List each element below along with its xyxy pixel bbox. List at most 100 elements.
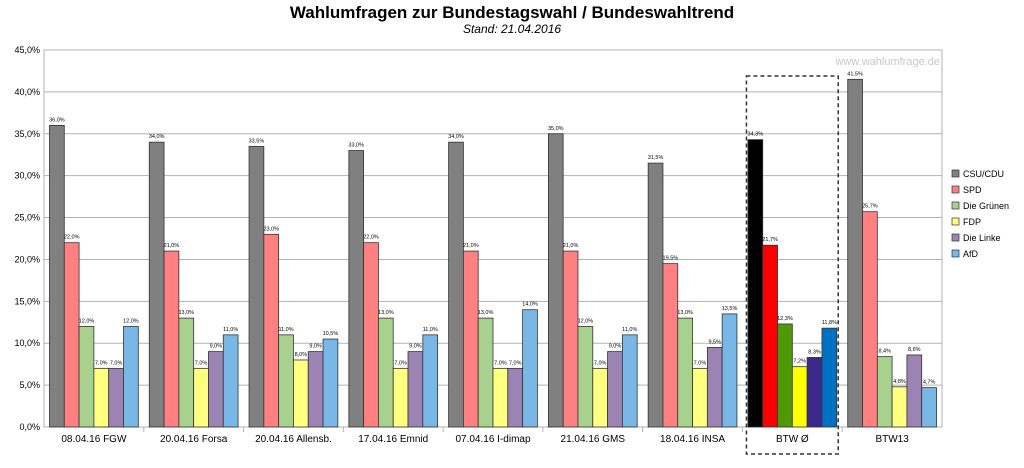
bar [522, 309, 538, 428]
data-label: 31,5% [648, 155, 664, 161]
bar [777, 323, 793, 428]
data-label: 11,0% [223, 327, 238, 333]
bar [662, 263, 679, 428]
bar [178, 317, 195, 428]
bar [392, 367, 409, 428]
bar [477, 317, 494, 428]
legend-label: AfD [963, 249, 979, 259]
x-tick-label: 08.04.16 FGW [61, 434, 127, 445]
data-label: 13,0% [677, 310, 693, 316]
legend-swatch [951, 217, 960, 226]
data-label: 8,6% [908, 347, 921, 353]
data-label: 9,0% [210, 344, 223, 350]
bar [592, 367, 608, 428]
bar [193, 367, 209, 428]
y-tick-label: 35,0% [14, 129, 40, 139]
data-label: 11,0% [622, 327, 637, 333]
y-tick-label: 25,0% [14, 213, 40, 223]
chart-subtitle: Stand: 21.04.2016 [462, 22, 562, 36]
legend-swatch [951, 249, 960, 258]
bar [692, 367, 708, 428]
data-label: 22,0% [64, 235, 80, 241]
data-label: 35,0% [548, 126, 564, 132]
data-label: 7,0% [195, 360, 208, 366]
bar [876, 356, 893, 428]
bar [547, 133, 564, 428]
bar [821, 327, 838, 428]
bar [293, 359, 309, 428]
bar [322, 338, 339, 428]
bar [222, 334, 239, 428]
legend-label: Die Grünen [963, 201, 1009, 211]
data-label: 9,0% [409, 344, 422, 350]
x-tick-label: BTW13 [875, 434, 909, 445]
data-label: 7,0% [694, 360, 707, 366]
data-label: 10,5% [323, 331, 339, 337]
data-label: 9,5% [708, 339, 721, 345]
bar [706, 347, 723, 428]
watermark: www.wahlumfrage.de [834, 56, 940, 68]
bar [607, 351, 623, 428]
data-label: 14,0% [522, 302, 538, 308]
chart-title: Wahlumfragen zur Bundestagswahl / Bundes… [289, 3, 735, 22]
data-label: 19,5% [663, 256, 679, 262]
data-label: 21,0% [463, 243, 479, 249]
bar [462, 250, 479, 428]
x-tick-label: 21.04.16 GMS [561, 434, 626, 445]
bar [108, 367, 124, 428]
bar [621, 334, 638, 428]
data-label: 12,0% [123, 318, 139, 324]
bar [307, 351, 324, 428]
legend-swatch [951, 169, 960, 178]
bar [448, 141, 464, 428]
x-tick-label: 17.04.16 Emnid [358, 434, 428, 445]
data-label: 13,0% [478, 310, 494, 316]
data-label: 13,0% [378, 310, 394, 316]
y-tick-label: 15,0% [14, 296, 40, 306]
legend-label: FDP [963, 217, 981, 227]
data-label: 8,0% [295, 352, 308, 358]
y-tick-label: 5,0% [19, 380, 40, 390]
legend-swatch [951, 185, 960, 194]
data-label: 33,0% [348, 143, 364, 149]
highlight-box [745, 75, 839, 455]
bar [422, 334, 439, 428]
data-label: 12,0% [79, 318, 95, 324]
legend-label: Die Linke [963, 233, 1001, 243]
bar [363, 242, 379, 428]
x-tick-label: 20.04.16 Forsa [160, 434, 228, 445]
category-labels: 08.04.16 FGW 20.04.16 Forsa 20.04.16 Allen… [61, 427, 909, 445]
bar [647, 162, 664, 428]
bar [49, 125, 65, 428]
data-label: 8,4% [878, 349, 891, 355]
bar [747, 139, 764, 428]
data-label: 22,0% [363, 235, 379, 241]
x-tick-label: BTW Ø [776, 434, 809, 445]
data-label: 7,2% [793, 359, 806, 365]
data-labels: 36,0%22,0%12,0%7,0% 7,0%12,0%34,0%21,0%13… [49, 71, 935, 385]
data-label: 13,0% [178, 310, 194, 316]
data-label: 7,0% [95, 360, 108, 366]
data-label: 7,0% [494, 360, 507, 366]
data-label: 11,8% [822, 320, 837, 326]
bar [906, 354, 923, 428]
y-tick-label: 45,0% [14, 45, 40, 55]
data-label: 7,0% [594, 360, 607, 366]
bar [263, 233, 280, 428]
bar [93, 367, 110, 428]
y-tick-label: 0,0% [19, 422, 40, 432]
legend: CSU/CDU SPD Die Grünen FDP Die Linke AfD [951, 169, 1009, 259]
y-tick-label: 40,0% [14, 87, 40, 97]
data-label: 13,5% [722, 306, 738, 312]
bar [677, 317, 693, 428]
data-label: 25,7% [862, 204, 878, 210]
data-label: 21,7% [762, 237, 778, 243]
bar [78, 326, 95, 428]
data-label: 21,0% [563, 243, 579, 249]
bar [248, 145, 265, 428]
data-label: 11,0% [423, 327, 438, 333]
bar [721, 313, 738, 428]
data-label: 12,3% [777, 316, 793, 322]
y-tick-label: 10,0% [14, 338, 40, 348]
